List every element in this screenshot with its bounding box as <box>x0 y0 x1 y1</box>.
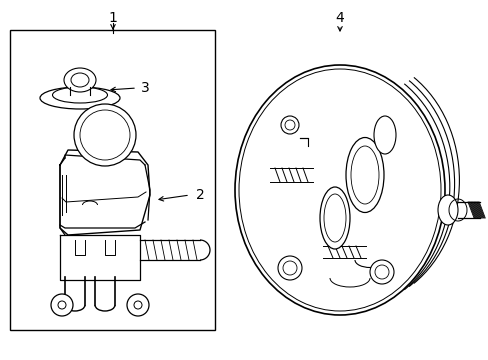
Text: 2: 2 <box>195 188 204 202</box>
Ellipse shape <box>319 187 349 249</box>
Ellipse shape <box>64 68 96 92</box>
Text: 1: 1 <box>108 11 117 25</box>
Ellipse shape <box>283 261 296 275</box>
Text: 3: 3 <box>141 81 149 95</box>
Ellipse shape <box>278 256 302 280</box>
Ellipse shape <box>437 195 457 225</box>
Ellipse shape <box>374 265 388 279</box>
Ellipse shape <box>80 110 130 160</box>
Ellipse shape <box>58 301 66 309</box>
Ellipse shape <box>40 87 120 109</box>
Bar <box>10 30 215 330</box>
Ellipse shape <box>281 116 298 134</box>
Ellipse shape <box>51 294 73 316</box>
Ellipse shape <box>74 104 136 166</box>
Ellipse shape <box>346 138 383 212</box>
Ellipse shape <box>52 87 107 103</box>
Ellipse shape <box>235 65 444 315</box>
Ellipse shape <box>373 116 395 154</box>
Ellipse shape <box>285 120 294 130</box>
Text: 4: 4 <box>335 11 344 25</box>
Ellipse shape <box>71 73 89 87</box>
Ellipse shape <box>134 301 142 309</box>
Ellipse shape <box>369 260 393 284</box>
Ellipse shape <box>127 294 149 316</box>
